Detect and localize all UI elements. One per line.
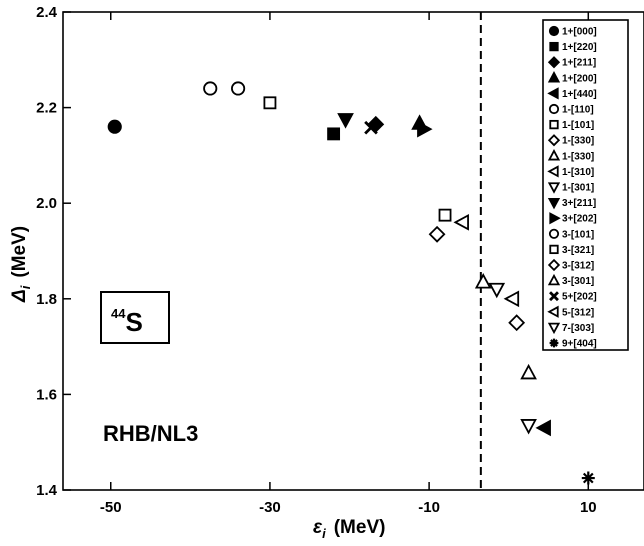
legend-marker <box>549 119 559 130</box>
nucleus-label-box <box>100 291 170 344</box>
legend-label: 3-[101] <box>562 229 594 240</box>
legend-label: 1-[110] <box>562 105 594 116</box>
data-point <box>203 81 218 96</box>
data-points <box>107 81 595 485</box>
legend-label: 1-[330] <box>562 151 594 162</box>
legend-label: 1+[200] <box>562 73 597 84</box>
legend-label: 1-[301] <box>562 183 594 194</box>
legend-marker <box>547 165 559 178</box>
data-point <box>107 119 122 134</box>
legend-marker <box>549 41 559 52</box>
y-axis-title: Δi (MeV) <box>9 226 33 303</box>
legend-marker <box>547 258 561 272</box>
legend-marker <box>549 338 559 348</box>
legend-label: 1+[440] <box>562 89 597 100</box>
legend-marker <box>547 273 561 286</box>
legend: 1+[000] 1+[220] 1+[211] 1+[200] 1+[440] 1-[11… <box>542 19 629 351</box>
data-point <box>263 96 277 110</box>
legend-label: 1-[330] <box>562 136 594 147</box>
model-label: RHB/NL3 <box>103 421 198 446</box>
data-point <box>231 81 246 96</box>
legend-marker <box>549 291 559 302</box>
axis-ticks: -50 -30 -10 10 1.4 1.6 1.8 2.0 2.2 2.4 <box>36 4 596 516</box>
x-axis-unit: (MeV) <box>334 517 386 538</box>
x-axis-subscript: i <box>322 526 326 541</box>
legend-label: 7-[303] <box>562 323 594 334</box>
legend-marker <box>548 228 560 239</box>
legend-label: 3-[312] <box>562 261 594 272</box>
data-point <box>508 314 526 332</box>
x-tick-label: -50 <box>100 499 122 516</box>
y-tick-label: 1.8 <box>36 291 57 308</box>
data-point <box>453 213 469 231</box>
legend-label: 1+[220] <box>562 42 597 53</box>
legend-label: 3-[321] <box>562 245 594 256</box>
legend-marker <box>548 103 560 115</box>
y-tick-label: 2.0 <box>36 195 57 212</box>
y-tick-label: 2.4 <box>36 4 58 21</box>
data-point <box>520 419 537 435</box>
legend-marker <box>547 71 561 83</box>
y-axis-symbol: Δ <box>9 289 30 303</box>
y-axis-subscript: i <box>18 285 33 289</box>
data-point <box>503 290 520 308</box>
legend-marker <box>549 212 561 225</box>
legend-marker <box>548 25 560 37</box>
legend-label: 1+[211] <box>562 58 596 69</box>
legend-marker <box>547 322 561 335</box>
nucleus-label: 44S <box>111 306 143 337</box>
legend-marker <box>547 134 561 147</box>
y-axis-unit: (MeV) <box>9 226 30 278</box>
legend-label: 1-[101] <box>562 120 594 131</box>
data-point <box>438 208 452 222</box>
nucleus-symbol: S <box>125 307 142 337</box>
legend-label: 3+[211] <box>562 198 596 209</box>
data-point <box>364 120 378 135</box>
legend-marker <box>547 149 561 161</box>
legend-label: 3+[202] <box>562 214 597 225</box>
y-tick-label: 1.4 <box>36 482 58 499</box>
legend-marker <box>547 56 561 69</box>
legend-marker <box>549 244 559 255</box>
legend-marker <box>547 305 559 318</box>
x-tick-label: -30 <box>259 499 281 516</box>
legend-label: 1+[000] <box>562 27 597 38</box>
legend-label: 1-[310] <box>562 167 594 178</box>
data-point <box>535 419 551 437</box>
legend-label: 9+[404] <box>562 339 597 350</box>
y-tick-label: 1.6 <box>36 386 57 403</box>
legend-label: 5-[312] <box>562 307 594 318</box>
data-point <box>337 113 354 129</box>
legend-marker <box>547 87 559 100</box>
data-point <box>488 282 506 299</box>
legend-label: 5+[202] <box>562 292 597 303</box>
legend-label: 3-[301] <box>562 276 594 287</box>
data-point <box>327 127 341 141</box>
data-point <box>520 363 537 380</box>
x-tick-label: 10 <box>580 499 597 516</box>
x-axis-symbol: ε <box>313 517 323 538</box>
x-tick-label: -10 <box>418 499 440 516</box>
x-axis-title: εi (MeV) <box>313 517 385 541</box>
y-tick-label: 2.2 <box>36 100 57 117</box>
legend-marker <box>547 182 561 194</box>
data-point <box>474 273 492 289</box>
data-point <box>417 120 433 138</box>
data-point <box>428 225 446 243</box>
nucleus-mass-number: 44 <box>111 306 126 321</box>
data-point <box>581 471 595 485</box>
legend-marker <box>547 197 561 210</box>
legend-entries: 1+[000] 1+[220] 1+[211] 1+[200] 1+[440] 1-[11… <box>547 25 597 350</box>
